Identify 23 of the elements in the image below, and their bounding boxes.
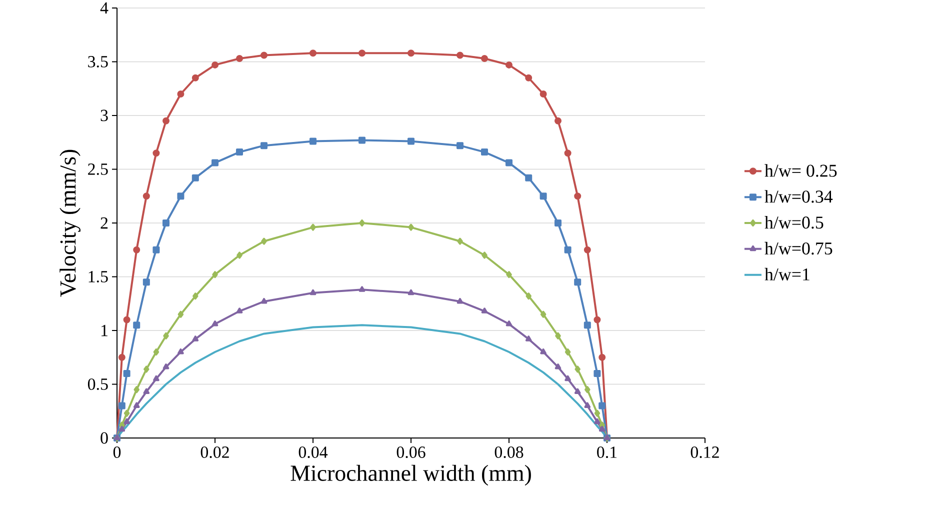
y-tick-label: 4: [100, 2, 108, 14]
legend-label: h/w=1: [764, 268, 810, 280]
x-tick-label: 0.04: [298, 446, 328, 458]
y-axis-title: Velocity (mm/s): [60, 150, 80, 297]
y-tick-label: 1.5: [88, 271, 108, 282]
x-tick-label: 0.1: [597, 446, 617, 458]
y-tick-label: 3.5: [88, 56, 108, 68]
y-tick-label: 2: [100, 217, 108, 229]
x-tick-label: 0.02: [200, 446, 229, 458]
y-tick-label: 1: [102, 324, 108, 336]
y-tick-label: 3: [100, 110, 108, 122]
x-tick-label: 0.08: [494, 446, 524, 458]
x-tick-label: 0.06: [396, 446, 426, 458]
legend-label: h/w= 0.25: [764, 164, 837, 177]
legend-label: h/w=0.34: [764, 190, 833, 203]
x-tick-label: 0: [113, 446, 121, 458]
y-tick-label: 2.5: [88, 164, 108, 175]
legend-label: h/w=0.75: [764, 242, 832, 255]
x-axis-title: Microchannel width (mm): [290, 464, 531, 486]
y-tick-label: 0.5: [88, 378, 108, 390]
legend-label: h/w=0.5: [764, 216, 824, 229]
x-tick-label: 0.12: [690, 446, 719, 458]
y-tick-label: 0: [100, 432, 108, 444]
